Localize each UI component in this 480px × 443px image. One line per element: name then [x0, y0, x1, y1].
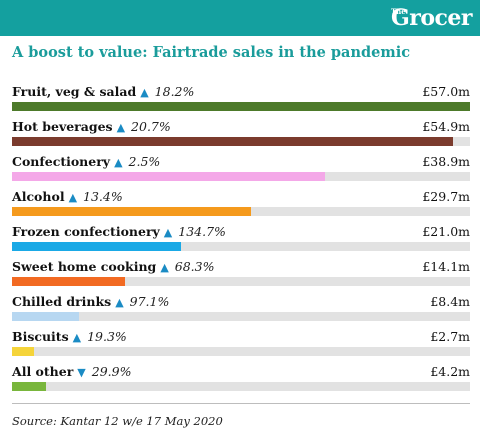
up-arrow-icon: ▲: [163, 226, 173, 239]
bar-track: [12, 382, 470, 391]
value-label: £14.1m: [422, 259, 470, 274]
category-name: Hot beverages: [12, 119, 113, 134]
category-name: All other: [12, 364, 74, 379]
value-label: £21.0m: [422, 224, 470, 239]
bar-fill: [12, 172, 325, 181]
value-label: £38.9m: [422, 154, 470, 169]
value-label: £4.2m: [430, 364, 470, 379]
up-arrow-icon: ▲: [68, 191, 78, 204]
bar-fill: [12, 382, 46, 391]
bar-row: Confectionery ▲ 2.5% £38.9m: [12, 154, 470, 188]
value-label: £29.7m: [422, 189, 470, 204]
category-name: Frozen confectionery: [12, 224, 160, 239]
bar-track: [12, 312, 470, 321]
change-percent: 68.3%: [170, 259, 215, 274]
bar-track: [12, 137, 470, 146]
bar-label: Chilled drinks ▲ 97.1%: [12, 294, 169, 309]
bar-fill: [12, 137, 454, 146]
bar-track: [12, 102, 470, 111]
bar-track: [12, 172, 470, 181]
up-arrow-icon: ▲: [72, 331, 82, 344]
change-percent: 13.4%: [79, 189, 123, 204]
bar-label: Biscuits ▲ 19.3%: [12, 329, 127, 344]
bar-row: Frozen confectionery ▲ 134.7% £21.0m: [12, 224, 470, 258]
bar-fill: [12, 312, 80, 321]
up-arrow-icon: ▲: [115, 296, 124, 309]
value-label: £54.9m: [422, 119, 470, 134]
bar-row: Biscuits ▲ 19.3% £2.7m: [12, 329, 470, 363]
header-bar: The Grocer: [0, 0, 480, 36]
bar-label: Frozen confectionery ▲ 134.7%: [12, 224, 226, 239]
bar-label: Confectionery ▲ 2.5%: [12, 154, 160, 169]
bar-track: [12, 242, 470, 251]
bar-row: Sweet home cooking ▲ 68.3% £14.1m: [12, 259, 470, 293]
up-arrow-icon: ▲: [114, 156, 123, 169]
change-percent: 2.5%: [124, 154, 161, 169]
bar-fill: [12, 347, 34, 356]
bar-track: [12, 347, 470, 356]
bar-fill: [12, 207, 251, 216]
category-name: Sweet home cooking: [12, 259, 157, 274]
bar-row: All other ▼ 29.9% £4.2m: [12, 364, 470, 398]
category-name: Chilled drinks: [12, 294, 112, 309]
chart-title: A boost to value: Fairtrade sales in the…: [12, 44, 411, 61]
bar-row: Chilled drinks ▲ 97.1% £8.4m: [12, 294, 470, 328]
value-label: £57.0m: [422, 84, 470, 99]
value-label: £2.7m: [430, 329, 470, 344]
category-name: Fruit, veg & salad: [12, 84, 137, 99]
bar-row: Hot beverages ▲ 20.7% £54.9m: [12, 119, 470, 153]
category-name: Alcohol: [12, 189, 65, 204]
source-note: Source: Kantar 12 w/e 17 May 2020: [12, 414, 223, 428]
logo-name-text: Grocer: [390, 5, 473, 31]
bar-fill: [12, 242, 181, 251]
change-percent: 97.1%: [125, 294, 170, 309]
bar-label: Sweet home cooking ▲ 68.3%: [12, 259, 214, 274]
bar-label: All other ▼ 29.9%: [12, 364, 131, 379]
bar-fill: [12, 277, 126, 286]
change-percent: 18.2%: [150, 84, 195, 99]
change-percent: 20.7%: [127, 119, 171, 134]
footer-divider: [12, 403, 470, 404]
bar-label: Alcohol ▲ 13.4%: [12, 189, 123, 204]
the-grocer-logo: The Grocer: [390, 3, 473, 33]
category-name: Biscuits: [12, 329, 69, 344]
bar-row: Alcohol ▲ 13.4% £29.7m: [12, 189, 470, 223]
bar-row: Fruit, veg & salad ▲ 18.2% £57.0m: [12, 84, 470, 118]
change-percent: 29.9%: [87, 364, 132, 379]
logo-the-text: The: [390, 7, 406, 16]
category-name: Confectionery: [12, 154, 111, 169]
up-arrow-icon: ▲: [116, 121, 126, 134]
change-percent: 19.3%: [83, 329, 127, 344]
bar-label: Hot beverages ▲ 20.7%: [12, 119, 171, 134]
change-percent: 134.7%: [174, 224, 226, 239]
up-arrow-icon: ▲: [140, 86, 149, 99]
value-label: £8.4m: [430, 294, 470, 309]
bar-track: [12, 277, 470, 286]
bar-label: Fruit, veg & salad ▲ 18.2%: [12, 84, 194, 99]
bar-track: [12, 207, 470, 216]
up-arrow-icon: ▲: [160, 261, 169, 274]
down-arrow-icon: ▼: [77, 366, 86, 379]
bar-fill: [12, 102, 470, 111]
